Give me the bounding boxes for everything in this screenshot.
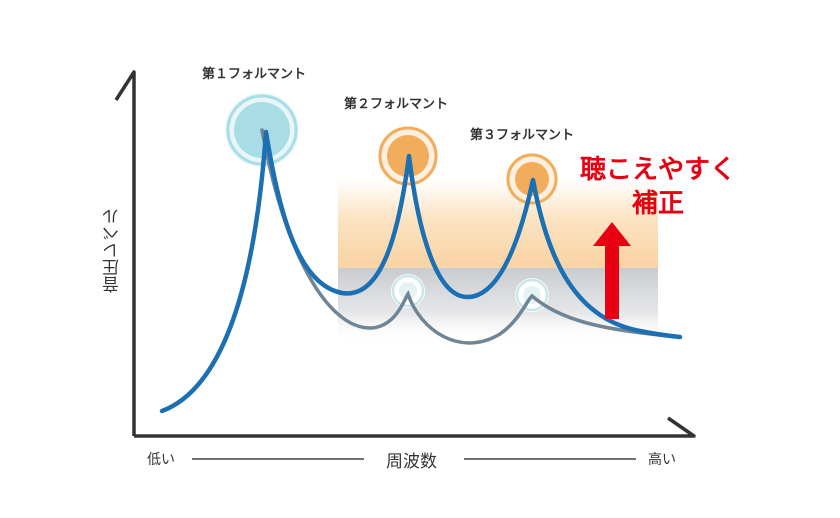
boost-band (338, 178, 658, 268)
up-arrow-icon (593, 222, 631, 319)
correction-note-line2: 補正 (631, 189, 684, 219)
boosted-curve (159, 129, 683, 414)
formant2-label: 第２フォルマント (344, 97, 449, 112)
x-axis-label: 周波数 (386, 452, 437, 472)
correction-note-line1: 聴こえやすく (579, 155, 736, 185)
y-axis-label: 音圧レベル (103, 208, 123, 293)
y-axis-line (114, 70, 136, 436)
correction-note: 聴こえやすく 補正 (568, 153, 748, 221)
original-curve (260, 128, 682, 345)
x-axis-line (134, 416, 696, 438)
x-axis-low-label: 低い (147, 452, 175, 468)
x-axis-high-label: 高い (648, 452, 676, 468)
formant3-label: 第３フォルマント (470, 128, 575, 143)
formant1-label: 第１フォルマント (202, 67, 307, 82)
